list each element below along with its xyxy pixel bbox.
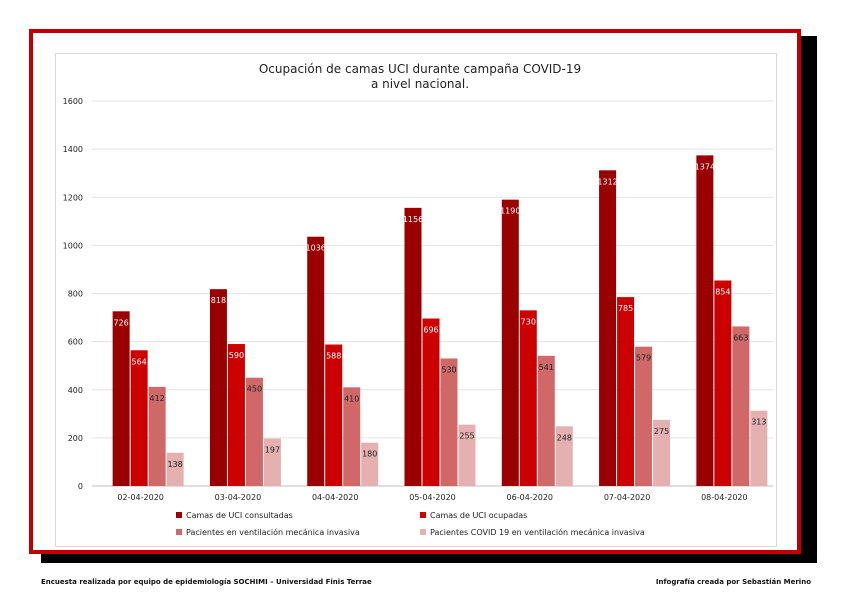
data-label: 663 [733, 333, 748, 342]
data-label: 255 [459, 432, 474, 441]
bar [519, 310, 537, 486]
bar [130, 350, 148, 486]
data-label: 1374 [695, 162, 715, 171]
data-label: 696 [423, 326, 438, 335]
bar [537, 355, 555, 486]
data-label: 530 [441, 365, 456, 374]
bar [112, 311, 130, 486]
data-label: 541 [539, 363, 554, 372]
data-label: 197 [265, 446, 280, 455]
bar [458, 424, 476, 486]
data-label: 275 [654, 427, 669, 436]
data-label: 248 [557, 433, 572, 442]
y-tick-label: 1200 [63, 193, 83, 202]
data-label: 450 [247, 385, 262, 394]
bar [404, 207, 422, 486]
legend-label: Camas de UCI consultadas [186, 511, 293, 520]
y-tick-label: 1600 [63, 97, 83, 106]
bar [653, 419, 671, 486]
y-tick-label: 1400 [63, 145, 83, 154]
x-tick-label: 04-04-2020 [312, 493, 359, 502]
footer-credit-survey: Encuesta realizada por equipo de epidemi… [41, 578, 372, 586]
bar [750, 410, 768, 486]
bar [263, 438, 281, 486]
chart-title-line: a nivel nacional. [371, 77, 469, 91]
y-tick-label: 200 [68, 434, 83, 443]
data-label: 854 [715, 288, 730, 297]
bar [555, 426, 573, 486]
data-label: 818 [211, 296, 226, 305]
bar [361, 442, 379, 486]
bar [440, 358, 458, 486]
data-label: 410 [344, 394, 359, 403]
legend-label: Pacientes en ventilación mecánica invasi… [186, 527, 360, 537]
bar [245, 377, 263, 486]
data-label: 138 [168, 460, 183, 469]
y-tick-label: 800 [68, 290, 83, 299]
bar [617, 297, 635, 486]
y-tick-label: 600 [68, 338, 83, 347]
bar [148, 386, 166, 486]
data-label: 785 [618, 304, 633, 313]
bar [422, 318, 440, 486]
bar [696, 155, 714, 486]
x-tick-label: 03-04-2020 [215, 493, 262, 502]
x-tick-label: 02-04-2020 [117, 493, 164, 502]
data-label: 564 [132, 357, 147, 366]
data-label: 1036 [306, 244, 326, 253]
bar [307, 236, 325, 486]
y-tick-label: 1000 [63, 241, 83, 250]
bar [166, 452, 184, 486]
legend-swatch [176, 529, 182, 535]
bar [343, 387, 361, 486]
data-label: 1156 [403, 215, 423, 224]
data-label: 313 [751, 418, 766, 427]
bar [635, 346, 653, 486]
y-tick-label: 0 [78, 482, 83, 491]
y-tick-label: 400 [68, 386, 83, 395]
data-label: 730 [521, 317, 536, 326]
bar [732, 326, 750, 486]
chart-title-line: Ocupación de camas UCI durante campaña C… [259, 62, 581, 76]
bar [209, 289, 227, 486]
legend-swatch [420, 529, 426, 535]
data-label: 590 [229, 351, 244, 360]
bar [599, 170, 617, 487]
data-label: 588 [326, 352, 341, 361]
bar [714, 280, 732, 486]
x-tick-label: 07-04-2020 [604, 493, 651, 502]
x-tick-label: 08-04-2020 [701, 493, 748, 502]
x-tick-label: 06-04-2020 [507, 493, 554, 502]
data-label: 726 [114, 318, 129, 327]
data-label: 579 [636, 354, 651, 363]
legend-label: Pacientes COVID 19 en ventilación mecáni… [430, 527, 645, 537]
data-label: 412 [150, 394, 165, 403]
data-label: 1312 [597, 177, 617, 186]
legend-label: Camas de UCI ocupadas [430, 511, 527, 520]
data-label: 1190 [500, 207, 520, 216]
x-tick-label: 05-04-2020 [409, 493, 456, 502]
legend-swatch [176, 512, 182, 518]
legend-swatch [420, 512, 426, 518]
bar [501, 199, 519, 486]
footer-credit-author: Infografía creada por Sebastián Merino [655, 578, 811, 586]
bar [227, 344, 245, 486]
bar [325, 344, 343, 486]
data-label: 180 [362, 450, 377, 459]
